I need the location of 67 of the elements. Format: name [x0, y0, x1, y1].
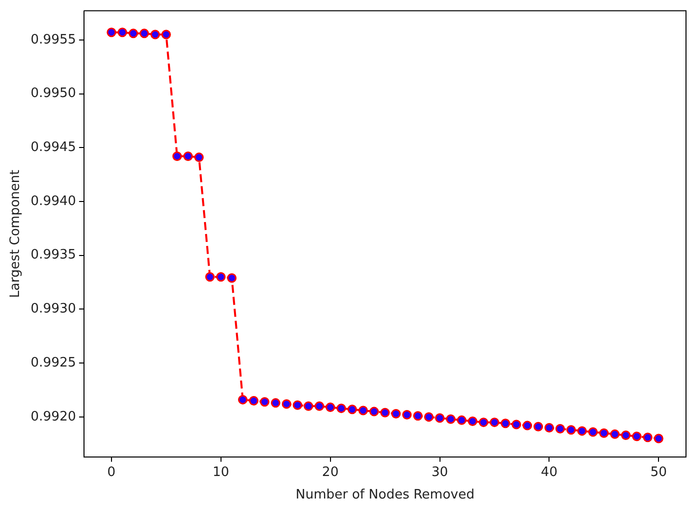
point [424, 412, 434, 422]
point [347, 404, 357, 414]
point [534, 422, 544, 432]
y-tick-label: 0.9925 [30, 355, 76, 370]
point [446, 414, 456, 424]
point [555, 424, 565, 434]
point [522, 420, 532, 430]
point [118, 28, 128, 38]
point [380, 408, 390, 418]
point [161, 30, 171, 40]
point [358, 406, 368, 416]
point [227, 273, 237, 283]
point [566, 425, 576, 435]
point [172, 151, 182, 161]
y-tick-label: 0.9945 [30, 140, 76, 155]
point [194, 152, 204, 162]
x-tick-label: 40 [540, 464, 558, 480]
point [248, 396, 258, 406]
point [282, 399, 292, 409]
x-tick-label: 30 [431, 464, 448, 480]
point [435, 413, 445, 423]
point [369, 406, 379, 416]
point [128, 28, 138, 38]
point [140, 28, 150, 38]
point [654, 434, 664, 444]
point [326, 402, 336, 412]
point [588, 427, 598, 437]
point [413, 411, 423, 421]
x-tick-label: 20 [322, 464, 339, 480]
y-tick-label: 0.9940 [30, 194, 76, 209]
point [402, 410, 412, 420]
y-axis-title: Largest Component [8, 170, 24, 298]
y-tick-label: 0.9955 [30, 32, 76, 48]
point [632, 432, 642, 442]
point [238, 394, 248, 404]
point [500, 418, 510, 428]
point [205, 272, 215, 282]
point [490, 418, 500, 428]
point [642, 432, 652, 442]
point [304, 401, 314, 411]
y-tick-label: 0.9935 [30, 248, 76, 263]
point [599, 428, 609, 438]
point [456, 415, 466, 425]
x-tick-label: 50 [650, 464, 667, 480]
x-tick-label: 0 [107, 464, 116, 480]
x-axis-title: Number of Nodes Removed [296, 488, 474, 503]
point [106, 28, 116, 38]
point [621, 430, 631, 440]
y-tick-label: 0.9950 [30, 86, 76, 102]
y-tick-label: 0.9920 [30, 409, 76, 424]
point [270, 398, 280, 408]
x-tick-label: 10 [212, 464, 230, 480]
point [512, 420, 522, 430]
point [260, 397, 270, 407]
point [610, 429, 620, 439]
y-tick-label: 0.9930 [30, 302, 76, 317]
point [183, 151, 193, 161]
point [292, 400, 302, 410]
point [468, 416, 478, 426]
point [577, 426, 587, 436]
point [314, 401, 324, 411]
point [216, 272, 226, 282]
point [150, 30, 160, 40]
point [478, 418, 488, 428]
point [391, 408, 401, 418]
point [336, 404, 346, 414]
point [544, 422, 554, 432]
